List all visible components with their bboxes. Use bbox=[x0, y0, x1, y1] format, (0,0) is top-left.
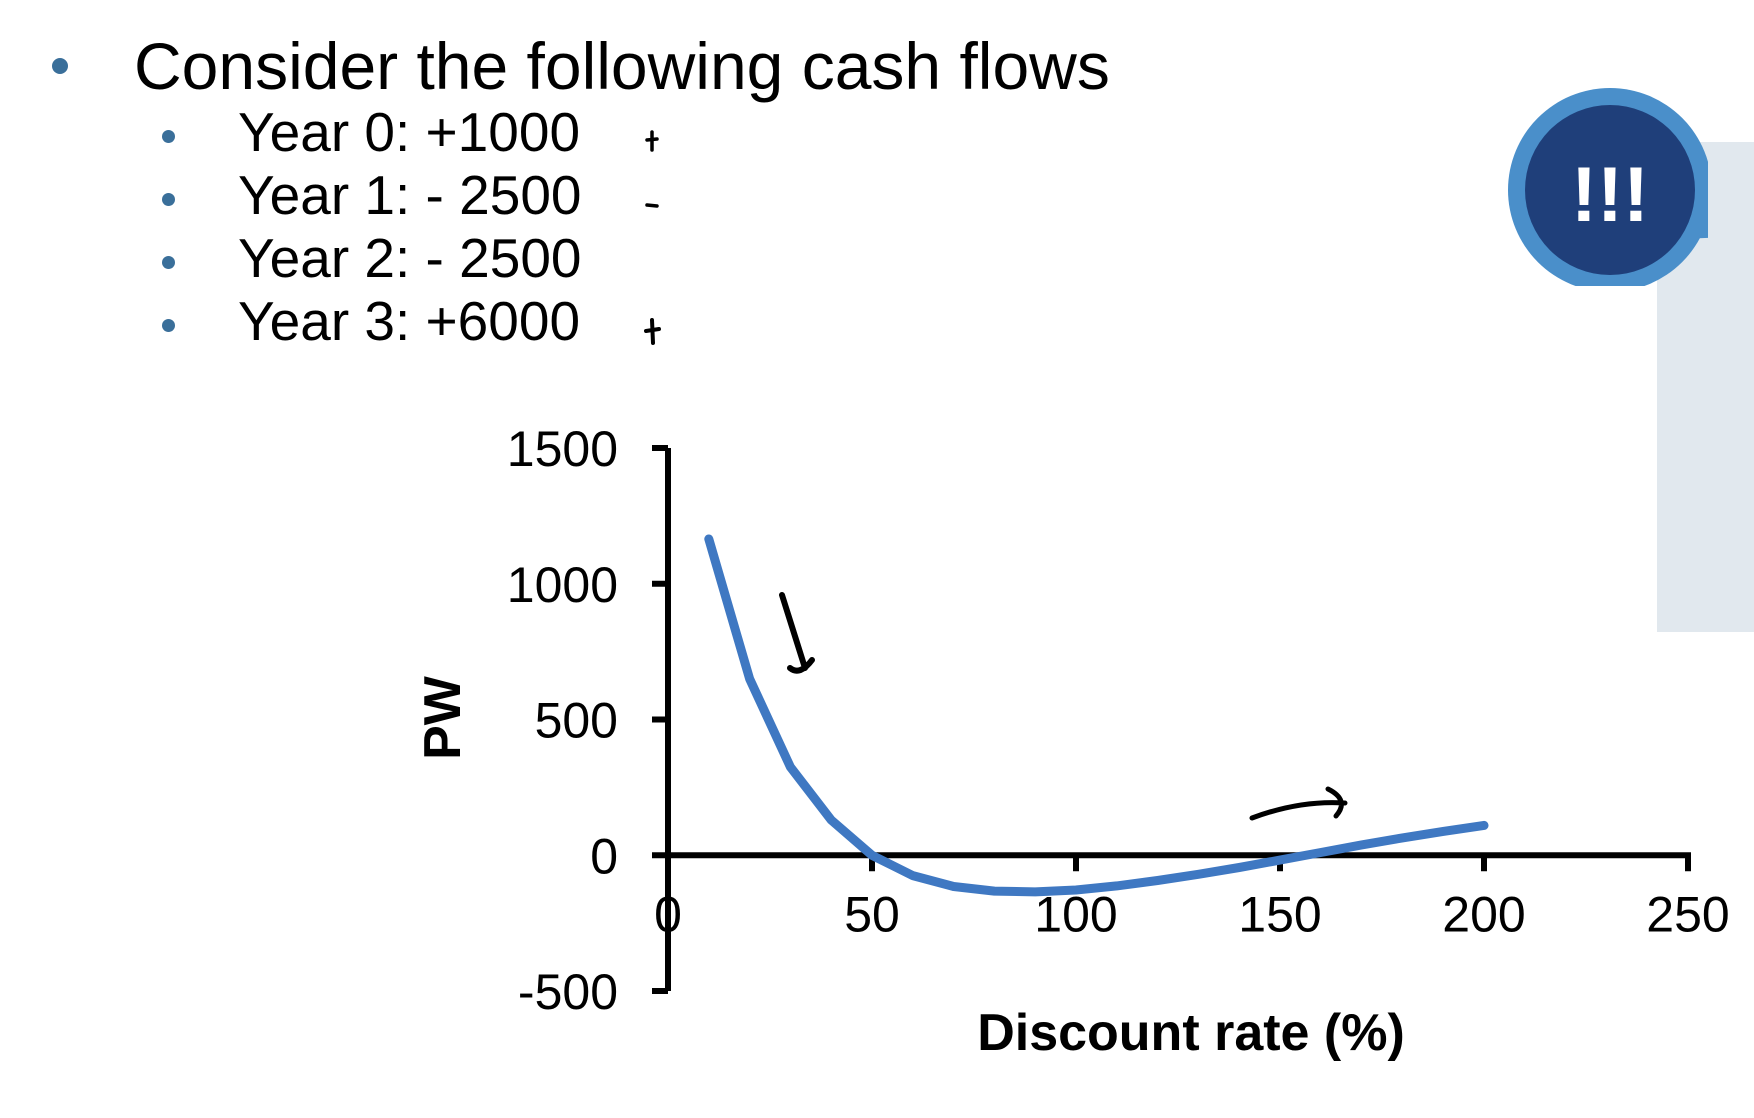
y-ticks: 1500 1000 500 0 -500 bbox=[507, 421, 668, 1020]
x-ticks: 0 50 100 150 200 250 bbox=[654, 855, 1730, 942]
alert-bubble-icon: !!! bbox=[1508, 88, 1708, 286]
down-arrow-annotation bbox=[779, 592, 815, 674]
x-tick-label: 150 bbox=[1238, 886, 1321, 942]
cash-flow-label: Year 0: +1000 bbox=[238, 101, 581, 163]
minus-handwritten-icon bbox=[645, 203, 659, 208]
y-tick-label: 0 bbox=[590, 828, 618, 884]
bullet-dot bbox=[162, 256, 175, 269]
bullet-dot bbox=[52, 58, 68, 74]
x-tick-label: 50 bbox=[844, 886, 900, 942]
plus-handwritten-icon bbox=[645, 130, 659, 152]
y-tick-label: -500 bbox=[518, 964, 618, 1020]
x-tick-label: 250 bbox=[1646, 886, 1729, 942]
bubble-text: !!! bbox=[1571, 150, 1649, 238]
bullet-dot bbox=[162, 319, 175, 332]
cash-flow-label: Year 1: - 2500 bbox=[238, 164, 582, 226]
cash-flow-label: Year 2: - 2500 bbox=[238, 227, 582, 289]
bullet-dot bbox=[162, 130, 175, 143]
x-axis-title: Discount rate (%) bbox=[977, 1004, 1405, 1062]
y-axis-title: PW bbox=[414, 675, 472, 760]
slide-heading: Consider the following cash flows bbox=[134, 29, 1110, 103]
bullet-dot bbox=[162, 193, 175, 206]
bubble-inner-circle bbox=[1525, 105, 1695, 275]
right-arrow-annotation bbox=[1249, 786, 1348, 821]
chart-axes bbox=[665, 448, 1691, 991]
plus-handwritten-icon bbox=[644, 318, 661, 345]
y-tick-label: 500 bbox=[535, 693, 618, 749]
y-tick-label: 1000 bbox=[507, 557, 618, 613]
cash-flow-label: Year 3: +6000 bbox=[238, 290, 581, 352]
x-tick-label: 200 bbox=[1442, 886, 1525, 942]
pw-series-line bbox=[704, 534, 1489, 897]
x-tick-label: 0 bbox=[654, 886, 682, 942]
annotations bbox=[779, 592, 1348, 821]
y-tick-label: 1500 bbox=[507, 421, 618, 477]
